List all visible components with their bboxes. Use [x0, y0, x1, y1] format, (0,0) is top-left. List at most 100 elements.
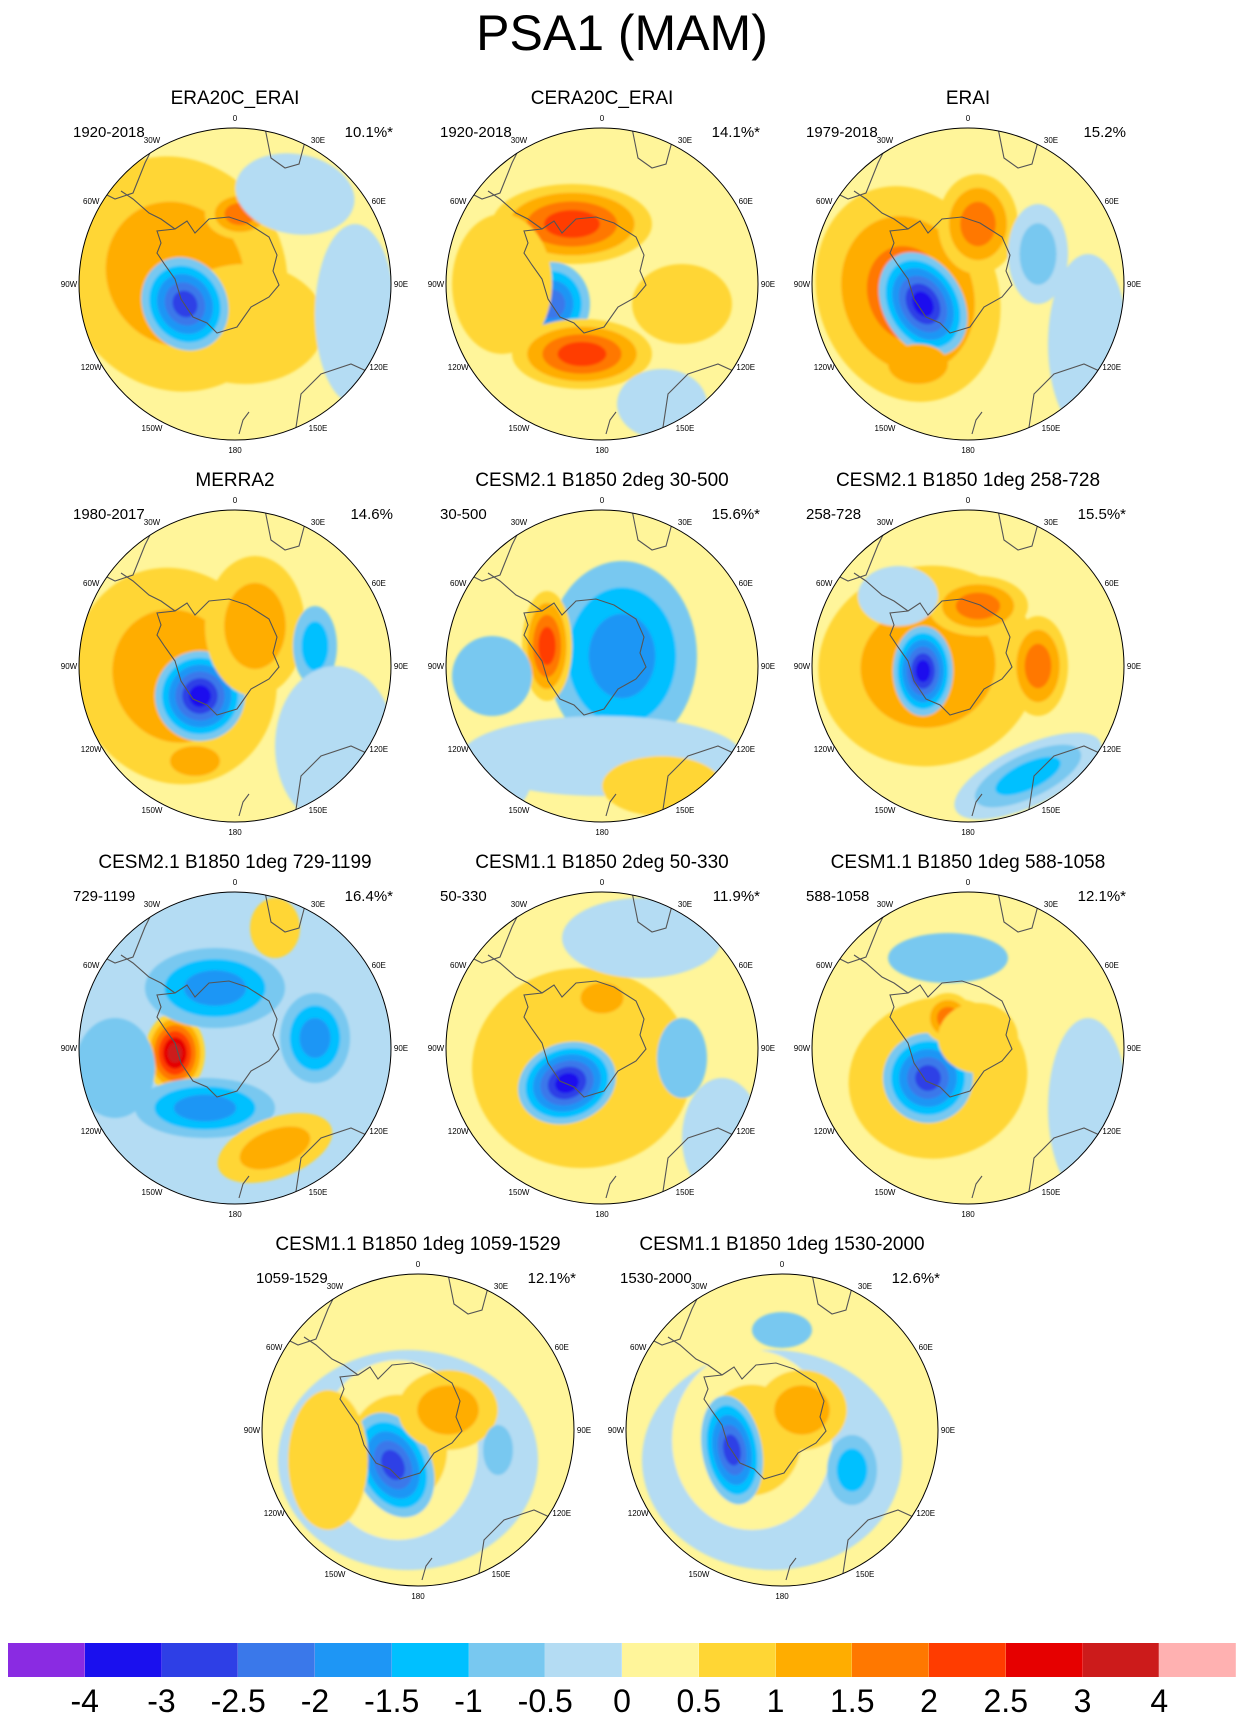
colorbar-label: 3: [1073, 1683, 1092, 1719]
longitude-tick-label: 60E: [739, 197, 753, 206]
polar-map: 0 30E 60E 90E 120E 150E 180 150W 120W 90W 60W 30W: [428, 878, 775, 1219]
africa-coastline: [447, 1274, 491, 1315]
variance-label: 15.6%*: [711, 506, 760, 523]
longitude-tick-label: 0: [233, 114, 238, 123]
map-border: [445, 891, 759, 1205]
anomaly-contour: [562, 898, 722, 978]
panel-title: CESM1.1 B1850 1deg 588-1058: [830, 852, 1106, 873]
longitude-tick-label: 150E: [1042, 424, 1061, 433]
longitude-tick-label: 90E: [394, 662, 408, 671]
map-border: [811, 127, 1125, 441]
anomaly-contour: [315, 224, 391, 404]
period-label: 50-330: [440, 888, 487, 905]
longitude-tick-label: 0: [966, 878, 971, 887]
longitude-tick-label: 90E: [394, 280, 408, 289]
africa-coastline: [997, 510, 1041, 551]
panel-title: CESM2.1 B1850 1deg 258-728: [835, 470, 1101, 491]
period-label: 30-500: [440, 506, 487, 523]
anomaly-contour: [580, 982, 624, 1014]
antarctica-coastline: [156, 216, 280, 334]
longitude-tick-label: 120W: [448, 1127, 469, 1136]
longitude-tick-label: 30W: [144, 900, 161, 909]
longitude-tick-label: 60W: [83, 197, 100, 206]
polar-map: 0 30E 60E 90E 120E 150E 180 150W 120W 90W 60W 30W: [61, 114, 408, 455]
longitude-tick-label: 60E: [555, 1343, 569, 1352]
longitude-tick-label: 90W: [608, 1426, 625, 1435]
anomaly-contour: [299, 1018, 331, 1058]
map-border: [445, 509, 759, 823]
longitude-tick-label: 120E: [369, 745, 388, 754]
longitude-tick-label: 60W: [266, 1343, 283, 1352]
anomaly-contour: [858, 566, 938, 626]
anomaly-contour: [544, 210, 600, 238]
longitude-tick-label: 120E: [1102, 745, 1121, 754]
colorbar-label: 1.5: [830, 1683, 875, 1719]
colorbar-label: -2.5: [210, 1683, 266, 1719]
africa-coastline: [997, 892, 1041, 933]
anomaly-contour: [239, 1126, 311, 1170]
anomaly-contour: [172, 290, 198, 318]
longitude-tick-label: 60E: [919, 1343, 933, 1352]
longitude-tick-label: 60W: [83, 579, 100, 588]
anomaly-contour: [224, 582, 286, 670]
polar-map: 0 30E 60E 90E 120E 150E 180 150W 120W 90W 60W 30W: [794, 114, 1141, 455]
variance-label: 14.1%*: [711, 124, 760, 141]
africa-coastline: [264, 510, 308, 551]
longitude-tick-label: 30E: [1044, 518, 1058, 527]
new-zealand-coastline: [971, 793, 983, 817]
longitude-tick-label: 150E: [676, 424, 695, 433]
variance-label: 16.4%*: [344, 888, 393, 905]
anomaly-contour: [288, 1390, 368, 1530]
period-label: 1980-2017: [73, 506, 145, 523]
colorbar-label: 1: [766, 1683, 785, 1719]
anomaly-contour: [657, 1018, 707, 1098]
longitude-tick-label: 30E: [678, 518, 692, 527]
longitude-tick-label: 30E: [311, 518, 325, 527]
longitude-tick-label: 150W: [689, 1570, 710, 1579]
longitude-tick-label: 60W: [816, 197, 833, 206]
panel-title: CESM1.1 B1850 1deg 1059-1529: [275, 1234, 561, 1255]
longitude-tick-label: 180: [228, 1210, 242, 1219]
new-zealand-coastline: [971, 411, 983, 435]
anomaly-contour: [555, 1072, 579, 1094]
longitude-tick-label: 150E: [676, 1188, 695, 1197]
map-panel: 0 30E 60E 90E 120E 150E 180 150W 120W 90W 60W 30W CE…: [788, 470, 1148, 850]
longitude-tick-label: 90W: [428, 662, 445, 671]
new-zealand-coastline: [238, 793, 250, 817]
map-panel: 0 30E 60E 90E 120E 150E 180 150W 120W 90W 60W 30W ME…: [55, 470, 415, 850]
longitude-tick-label: 30W: [511, 900, 528, 909]
anomaly-contour: [235, 153, 355, 235]
panel-title: ERA20C_ERAI: [170, 88, 300, 109]
colorbar-swatch: [1159, 1643, 1236, 1677]
longitude-tick-label: 60E: [739, 579, 753, 588]
longitude-tick-label: 30E: [1044, 136, 1058, 145]
polar-map: 0 30E 60E 90E 120E 150E 180 150W 120W 90W 60W 30W: [428, 496, 775, 837]
map-panel: 0 30E 60E 90E 120E 150E 180 150W 120W 90W 60W 30W ER…: [788, 88, 1148, 468]
longitude-tick-label: 150E: [309, 1188, 328, 1197]
colorbar-label: 2.5: [983, 1683, 1028, 1719]
period-label: 258-728: [806, 506, 862, 523]
longitude-tick-label: 120E: [369, 363, 388, 372]
longitude-tick-label: 150W: [875, 424, 896, 433]
anomaly-contour: [381, 1450, 405, 1480]
period-label: 1530-2000: [620, 1270, 692, 1287]
longitude-tick-label: 150W: [509, 806, 530, 815]
longitude-tick-label: 120E: [736, 363, 755, 372]
colorbar-swatch: [468, 1643, 546, 1677]
longitude-tick-label: 30W: [877, 136, 894, 145]
longitude-tick-label: 120E: [369, 1127, 388, 1136]
longitude-tick-label: 90W: [428, 280, 445, 289]
longitude-tick-label: 150E: [856, 1570, 875, 1579]
longitude-tick-label: 30W: [327, 1282, 344, 1291]
longitude-tick-label: 150W: [142, 1188, 163, 1197]
antarctic-peninsula: [303, 1336, 359, 1376]
longitude-tick-label: 90E: [394, 1044, 408, 1053]
period-label: 1920-2018: [73, 124, 145, 141]
antarctic-peninsula: [853, 954, 909, 994]
longitude-tick-label: 60E: [1105, 579, 1119, 588]
panel-title: MERRA2: [195, 470, 275, 491]
polar-map: 0 30E 60E 90E 120E 150E 180 150W 120W 90W 60W 30W: [608, 1260, 955, 1601]
anomaly-contour: [1048, 1018, 1124, 1198]
colorbar-swatch: [8, 1643, 85, 1677]
longitude-tick-label: 150E: [309, 424, 328, 433]
